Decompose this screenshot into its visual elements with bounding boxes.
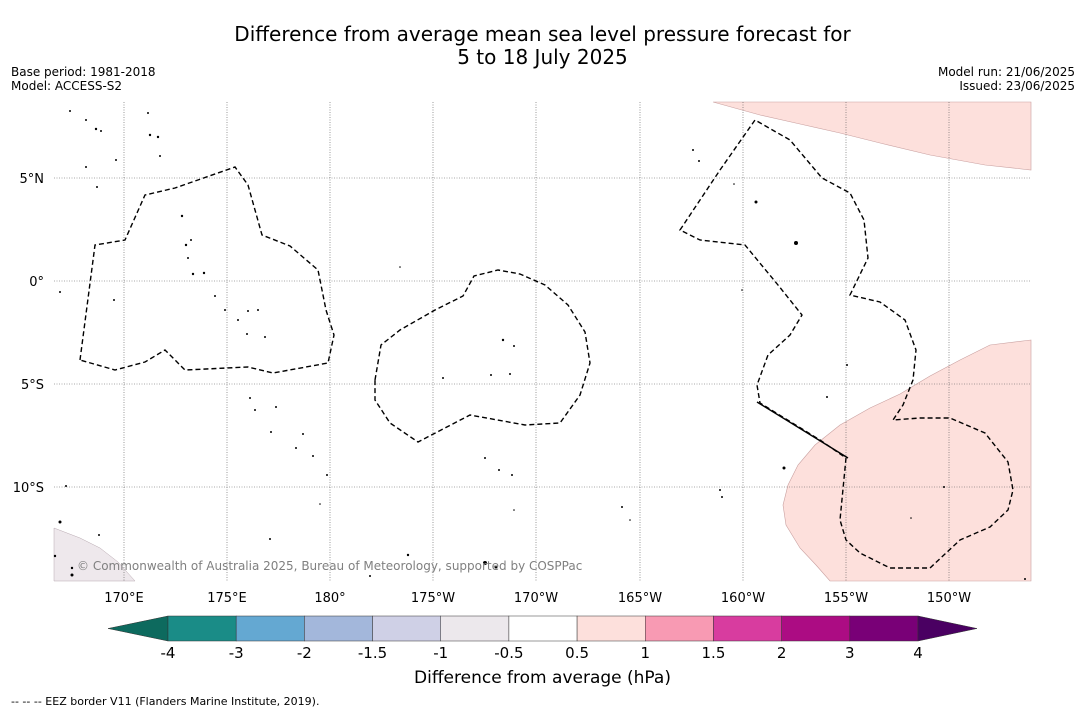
eez-phoenix-islands — [374, 269, 591, 443]
colorbar-under-arrow — [107, 615, 169, 642]
colorbar-tick-label: 3 — [845, 644, 855, 662]
colorbar-tick-label: 2 — [777, 644, 787, 662]
colorbar-bin — [440, 615, 510, 642]
colorbar-bin — [849, 615, 919, 642]
eez-tuvalu-kiribati-west — [79, 166, 335, 374]
colorbar-bin — [508, 615, 578, 642]
islands — [53, 110, 1026, 580]
colorbar-tick-label: -4 — [161, 644, 176, 662]
lon-label: 150°W — [927, 591, 971, 606]
issued-date: Issued: 23/06/2025 — [959, 79, 1075, 93]
chart-title-line2: 5 to 18 July 2025 — [457, 45, 628, 69]
lon-label: 160°W — [721, 591, 765, 606]
colorbar-tick-label: -1.5 — [358, 644, 387, 662]
lon-label: 165°W — [618, 591, 662, 606]
landmass-southwest — [53, 527, 136, 582]
lon-label: 170°E — [104, 591, 144, 606]
model-run: Model run: 21/06/2025 — [937, 65, 1075, 79]
lon-label: 175°W — [411, 591, 455, 606]
meta-right: Model run: 21/06/2025 Issued: 23/06/2025 — [938, 65, 1075, 93]
chart-title-line1: Difference from average mean sea level p… — [234, 22, 851, 46]
eez-borders — [79, 119, 1014, 569]
eez-boundary-line — [756, 401, 849, 459]
anomaly-area-southeast — [782, 339, 1032, 582]
colorbar-tick-label: 1.5 — [702, 644, 726, 662]
lat-label: 5°S — [21, 378, 44, 393]
lon-label: 155°W — [824, 591, 868, 606]
colorbar: -4 -3 -2 -1.5 -1 -0.5 0.5 1 1.5 2 3 4 — [107, 615, 978, 662]
colorbar-bin — [576, 615, 646, 642]
colorbar-bin — [713, 615, 782, 642]
colorbar-tick-label: 0.5 — [565, 644, 589, 662]
lat-labels: 5°N 0° 5°S 10°S — [13, 172, 44, 496]
model-name: Model: ACCESS-S2 — [11, 79, 123, 93]
colorbar-bin — [235, 615, 305, 642]
lon-label: 170°W — [514, 591, 558, 606]
colorbar-tick-label: 1 — [640, 644, 650, 662]
lon-label: 180° — [314, 591, 345, 606]
lat-label: 0° — [29, 275, 44, 290]
lat-label: 10°S — [13, 481, 44, 496]
colorbar-over-arrow — [917, 615, 978, 642]
colorbar-tick-label: -3 — [229, 644, 244, 662]
lon-label: 175°E — [207, 591, 247, 606]
eez-legend-note: -- -- -- EEZ border V11 (Flanders Marine… — [11, 695, 320, 708]
lat-label: 5°N — [20, 172, 45, 187]
map-panel: © Commonwealth of Australia 2025, Bureau… — [53, 101, 1032, 582]
colorbar-bin — [304, 615, 373, 642]
colorbar-tick-label: 4 — [913, 644, 923, 662]
colorbar-tick-label: -1 — [433, 644, 448, 662]
copyright-text: © Commonwealth of Australia 2025, Bureau… — [77, 559, 582, 573]
base-period: Base period: 1981-2018 — [11, 65, 156, 79]
anomaly-area-northeast — [712, 101, 1032, 171]
meta-left: Base period: 1981-2018 Model: ACCESS-S2 — [11, 65, 156, 93]
colorbar-bin — [781, 615, 851, 642]
colorbar-bin — [645, 615, 714, 642]
colorbar-label: Difference from average (hPa) — [414, 668, 671, 688]
colorbar-tick-label: -0.5 — [494, 644, 523, 662]
colorbar-tick-label: -2 — [297, 644, 312, 662]
lon-labels: 170°E 175°E 180° 175°W 170°W 165°W 160°W… — [104, 591, 971, 606]
gridlines — [54, 102, 1031, 581]
colorbar-bin — [372, 615, 441, 642]
colorbar-bin — [167, 615, 237, 642]
